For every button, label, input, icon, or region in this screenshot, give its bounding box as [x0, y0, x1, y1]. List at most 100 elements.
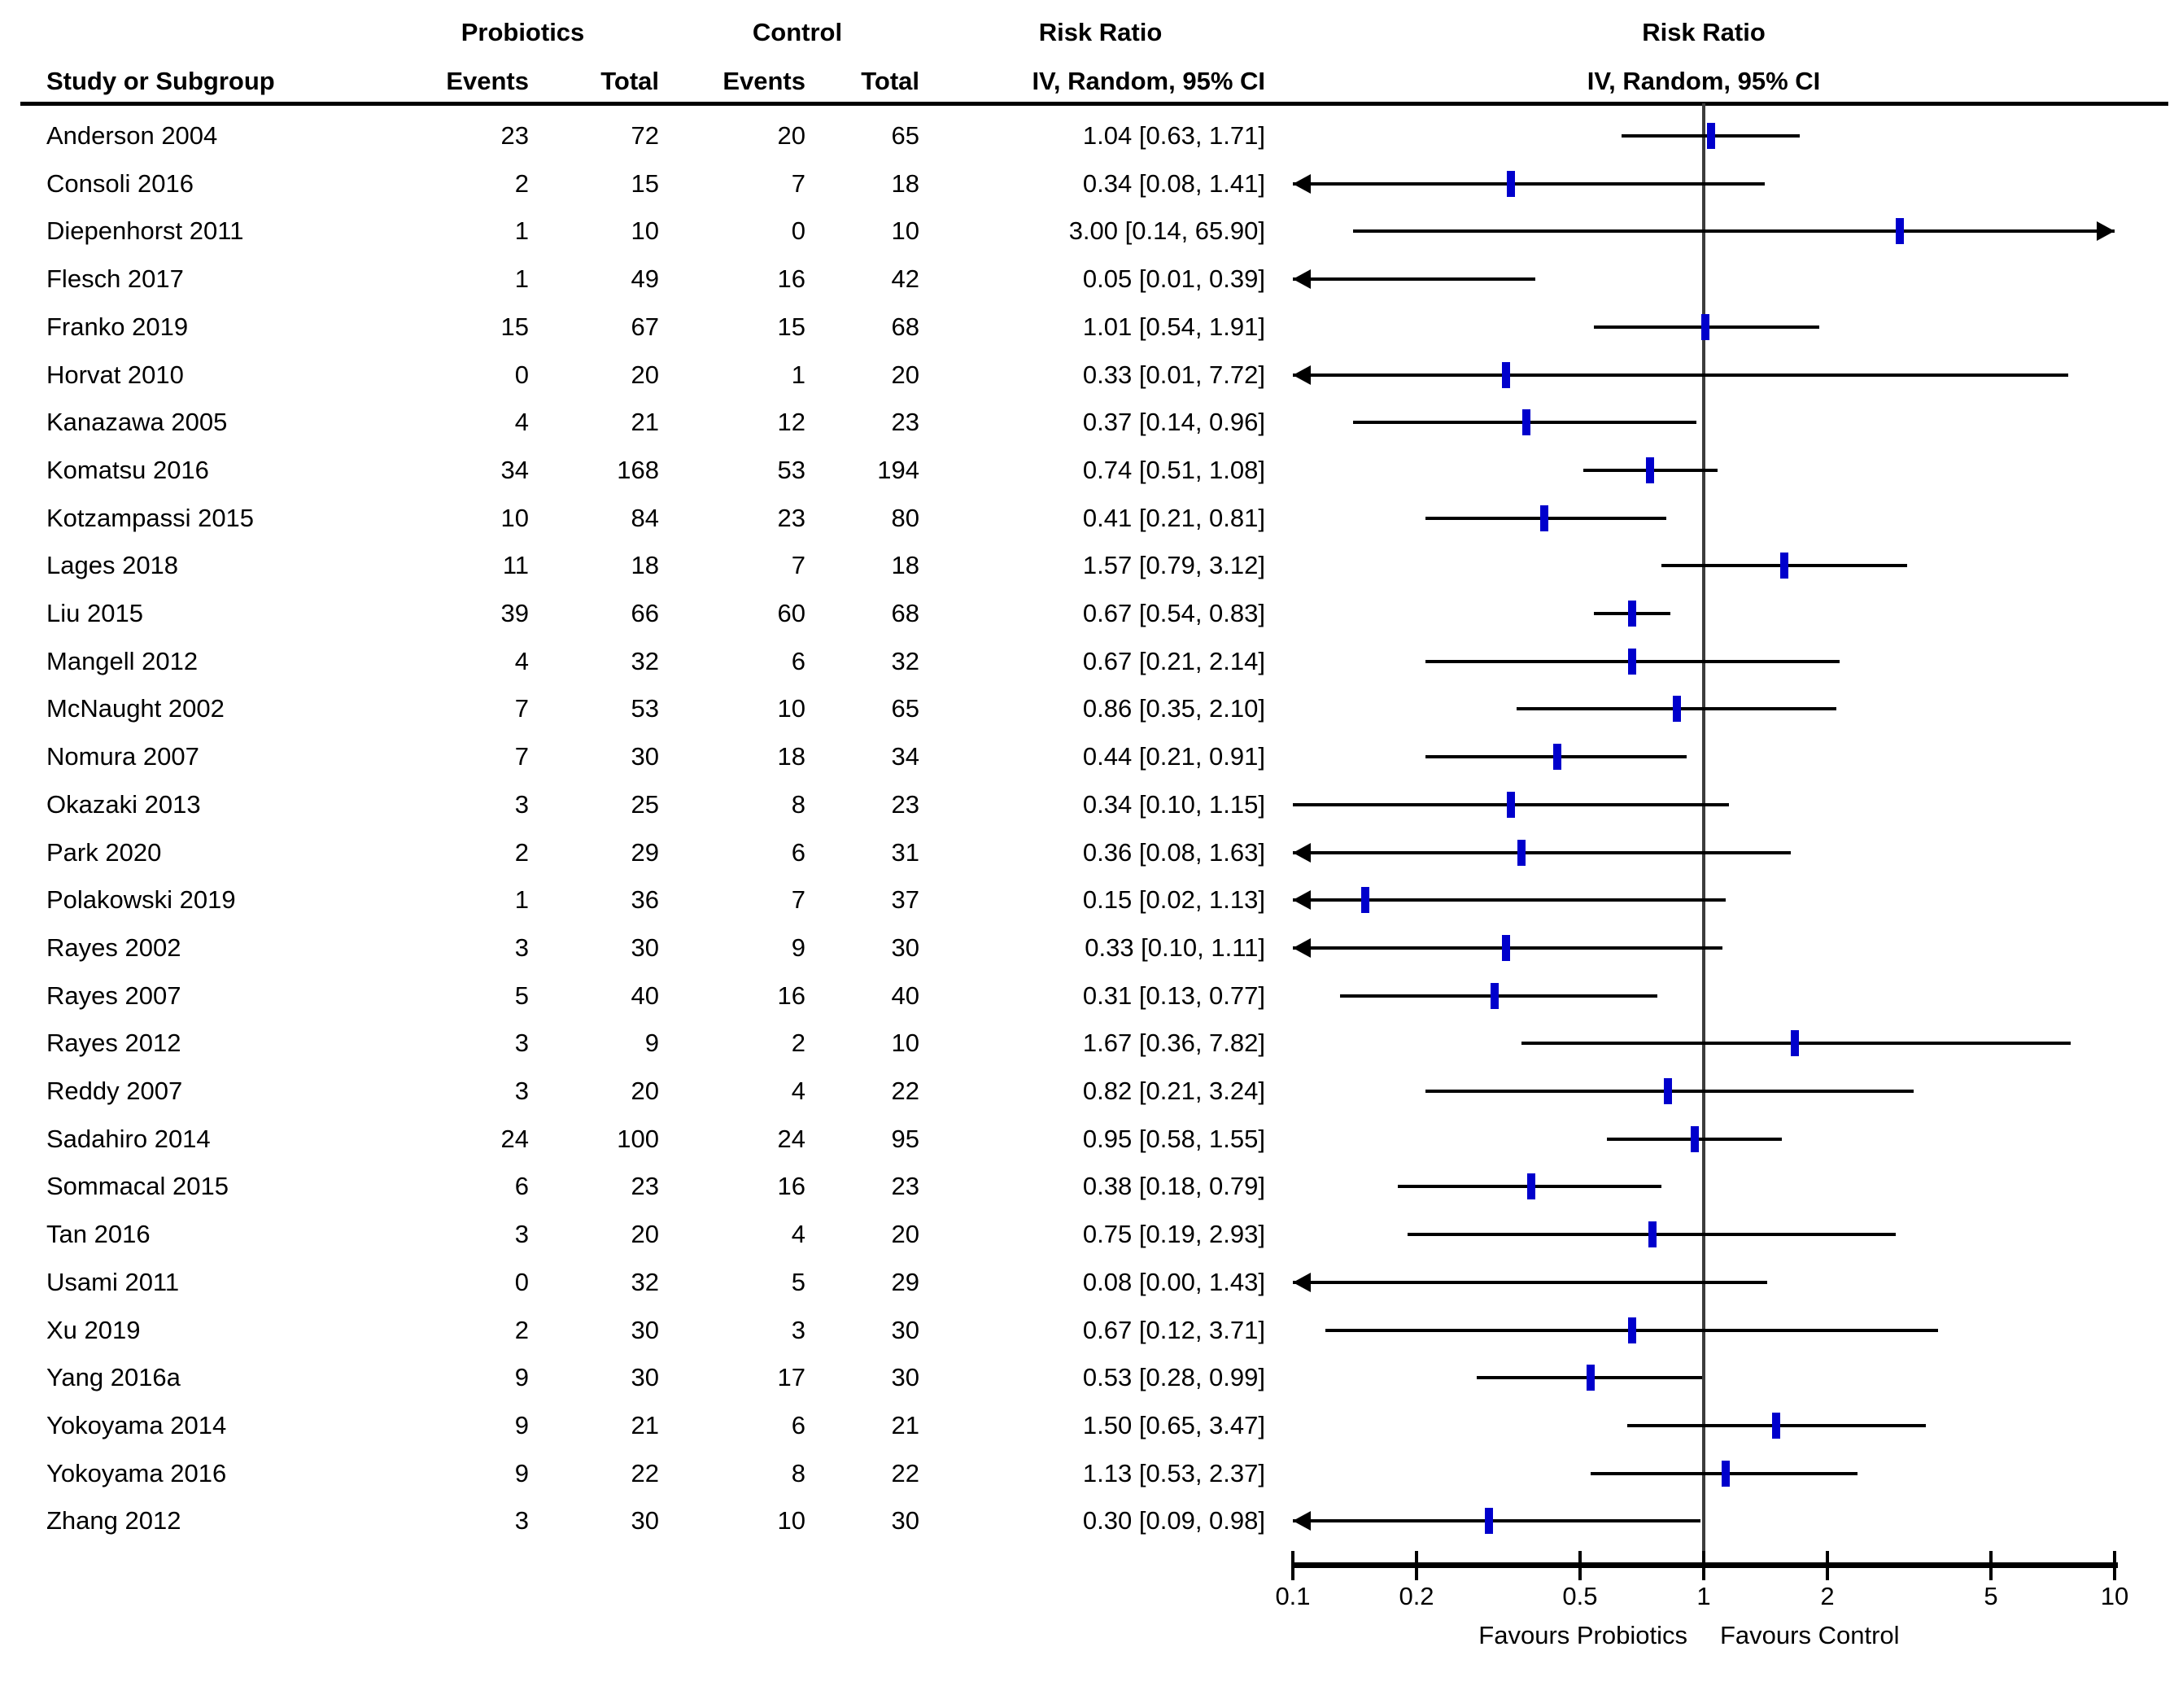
point-marker — [1690, 1125, 1699, 1152]
study-name: Rayes 2002 — [46, 933, 181, 962]
ci-line — [1293, 1519, 1700, 1523]
study-name: Consoli 2016 — [46, 168, 194, 198]
ci-line — [1293, 373, 2069, 377]
control-total-cell: 30 — [891, 1363, 919, 1392]
study-name: Lages 2018 — [46, 551, 179, 580]
control-events-cell: 1 — [791, 360, 805, 389]
arrow-left-icon — [1293, 1272, 1311, 1292]
study-row: Okazaki 2013 3 25 8 23 0.34 [0.10, 1.15] — [0, 787, 1302, 823]
control-total-cell: 32 — [891, 646, 919, 675]
study-name: Sadahiro 2014 — [46, 1124, 211, 1153]
control-events-cell: 0 — [791, 216, 805, 246]
column-header-control-total: Total — [861, 67, 919, 95]
study-name: Sommacal 2015 — [46, 1172, 229, 1201]
column-header-probiotics-events: Events — [446, 67, 529, 95]
probiotics-total-cell: 49 — [631, 264, 659, 294]
control-events-cell: 5 — [791, 1267, 805, 1296]
risk-ratio-ci-cell: 0.82 [0.21, 3.24] — [1082, 1077, 1265, 1105]
study-row: Lages 2018 11 18 7 18 1.57 [0.79, 3.12] — [0, 548, 1302, 583]
axis-tick — [1578, 1551, 1582, 1580]
axis-caption-favours-control: Favours Control — [1720, 1621, 1900, 1649]
control-events-cell: 6 — [791, 837, 805, 867]
axis-tick — [1291, 1551, 1294, 1580]
axis-tick-label: 0.5 — [1562, 1582, 1598, 1610]
probiotics-total-cell: 15 — [631, 168, 659, 198]
study-name: Yokoyama 2014 — [46, 1410, 227, 1439]
risk-ratio-ci-cell: 1.04 [0.63, 1.71] — [1082, 121, 1265, 150]
control-events-cell: 6 — [791, 646, 805, 675]
ci-line — [1293, 277, 1536, 282]
point-marker — [1706, 123, 1715, 149]
probiotics-total-cell: 32 — [631, 1267, 659, 1296]
study-name: Rayes 2007 — [46, 981, 181, 1010]
point-marker — [1628, 648, 1637, 675]
probiotics-events-cell: 3 — [514, 1220, 529, 1249]
probiotics-events-cell: 15 — [500, 312, 529, 341]
study-name: Usami 2011 — [46, 1267, 180, 1296]
control-events-cell: 10 — [777, 694, 805, 723]
study-row: Rayes 2007 5 40 16 40 0.31 [0.13, 0.77] — [0, 978, 1302, 1014]
point-marker — [1791, 1030, 1800, 1057]
probiotics-events-cell: 4 — [514, 408, 529, 437]
risk-ratio-ci-cell: 0.41 [0.21, 0.81] — [1082, 503, 1265, 532]
probiotics-total-cell: 20 — [631, 1220, 659, 1249]
probiotics-events-cell: 3 — [514, 1077, 529, 1105]
point-marker — [1501, 361, 1510, 388]
plot-header-method: IV, Random, 95% CI — [1587, 67, 1821, 95]
control-events-cell: 6 — [791, 1410, 805, 1439]
axis-tick — [1988, 1551, 1993, 1580]
probiotics-events-cell: 7 — [514, 694, 529, 723]
probiotics-events-cell: 2 — [514, 1315, 529, 1344]
control-events-cell: 60 — [777, 599, 805, 627]
control-total-cell: 10 — [891, 1029, 919, 1058]
control-total-cell: 42 — [891, 264, 919, 294]
study-name: Nomura 2007 — [46, 742, 199, 771]
point-marker — [1360, 887, 1369, 914]
study-row: Sommacal 2015 6 23 16 23 0.38 [0.18, 0.79] — [0, 1169, 1302, 1204]
study-name: Zhang 2012 — [46, 1506, 181, 1535]
study-row: Nomura 2007 7 30 18 34 0.44 [0.21, 0.91] — [0, 739, 1302, 775]
probiotics-events-cell: 9 — [514, 1458, 529, 1487]
study-name: Horvat 2010 — [46, 360, 184, 389]
probiotics-events-cell: 1 — [514, 216, 529, 246]
reference-line — [1702, 103, 1705, 1573]
point-marker — [1779, 553, 1788, 579]
control-total-cell: 40 — [891, 981, 919, 1010]
risk-ratio-ci-cell: 1.13 [0.53, 2.37] — [1082, 1458, 1265, 1487]
probiotics-total-cell: 30 — [631, 1315, 659, 1344]
risk-ratio-ci-cell: 1.01 [0.54, 1.91] — [1082, 312, 1265, 341]
control-total-cell: 22 — [891, 1077, 919, 1105]
control-events-cell: 17 — [777, 1363, 805, 1392]
point-marker — [1672, 696, 1681, 723]
point-marker — [1648, 1221, 1657, 1248]
ci-line — [1352, 229, 2115, 234]
column-header-probiotics-total: Total — [600, 67, 659, 95]
probiotics-total-cell: 25 — [631, 789, 659, 819]
axis-tick — [1702, 1551, 1705, 1580]
point-marker — [1771, 1412, 1780, 1439]
study-row: Anderson 2004 23 72 20 65 1.04 [0.63, 1.71] — [0, 118, 1302, 154]
study-row: Kotzampassi 2015 10 84 23 80 0.41 [0.21, 0.81… — [0, 500, 1302, 536]
control-events-cell: 8 — [791, 1458, 805, 1487]
study-row: Sadahiro 2014 24 100 24 95 0.95 [0.58, 1.55] — [0, 1121, 1302, 1157]
control-events-cell: 7 — [791, 885, 805, 915]
control-total-cell: 37 — [891, 885, 919, 915]
study-row: Rayes 2002 3 30 9 30 0.33 [0.10, 1.11] — [0, 930, 1302, 966]
risk-ratio-ci-cell: 0.38 [0.18, 0.79] — [1082, 1172, 1265, 1201]
axis-tick — [2113, 1551, 2116, 1580]
probiotics-events-cell: 24 — [500, 1124, 529, 1153]
risk-ratio-ci-cell: 0.34 [0.10, 1.15] — [1082, 789, 1265, 819]
probiotics-events-cell: 3 — [514, 789, 529, 819]
probiotics-total-cell: 10 — [631, 216, 659, 246]
probiotics-total-cell: 168 — [617, 455, 659, 484]
point-marker — [1721, 1460, 1730, 1487]
probiotics-total-cell: 20 — [631, 360, 659, 389]
control-total-cell: 29 — [891, 1267, 919, 1296]
probiotics-events-cell: 3 — [514, 1029, 529, 1058]
probiotics-events-cell: 0 — [514, 360, 529, 389]
control-events-cell: 9 — [791, 933, 805, 962]
study-name: Franko 2019 — [46, 312, 189, 341]
control-events-cell: 20 — [777, 121, 805, 150]
risk-ratio-ci-cell: 0.53 [0.28, 0.99] — [1082, 1363, 1265, 1392]
study-name: Polakowski 2019 — [46, 885, 236, 915]
